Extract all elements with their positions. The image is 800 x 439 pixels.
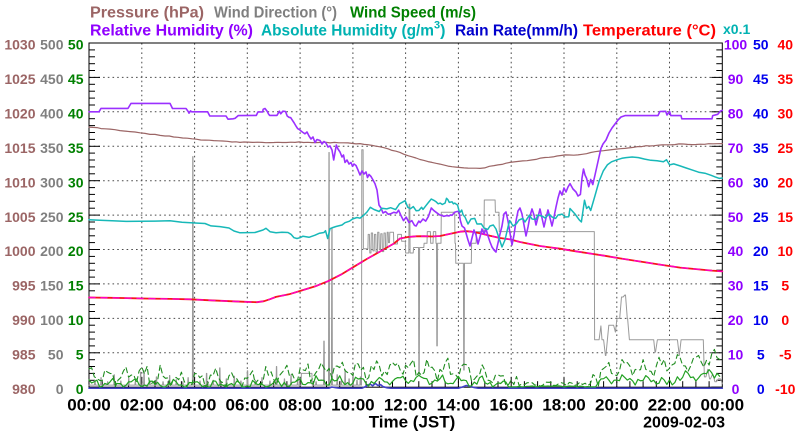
svg-text:1015: 1015 [4,140,35,156]
svg-text:35: 35 [68,140,84,156]
svg-text:30: 30 [728,278,744,294]
svg-text:18:00: 18:00 [542,396,585,415]
svg-text:1010: 1010 [4,174,35,190]
svg-text:2009-02-03: 2009-02-03 [643,415,725,432]
svg-text:45: 45 [753,71,769,87]
svg-text:Rain Rate(mm/h): Rain Rate(mm/h) [455,23,578,40]
svg-text:40: 40 [753,106,769,122]
svg-text:04:00: 04:00 [173,396,216,415]
svg-text:500: 500 [40,37,64,53]
svg-text:300: 300 [40,174,64,190]
svg-text:10: 10 [728,347,744,363]
svg-text:450: 450 [40,71,64,87]
svg-text:35: 35 [778,71,794,87]
svg-text:Pressure (hPa): Pressure (hPa) [90,5,204,22]
svg-text:45: 45 [68,71,84,87]
svg-text:08:00: 08:00 [278,396,321,415]
svg-text:25: 25 [778,140,794,156]
svg-text:60: 60 [728,174,744,190]
svg-text:150: 150 [40,278,64,294]
svg-text:Absolute Humidity (g/m3): Absolute Humidity (g/m3) [261,20,445,40]
svg-text:50: 50 [753,37,769,53]
svg-text:30: 30 [778,106,794,122]
svg-text:10: 10 [68,312,84,328]
svg-text:5: 5 [781,278,789,294]
svg-text:14:00: 14:00 [437,396,480,415]
svg-text:20: 20 [753,243,769,259]
svg-text:-5: -5 [779,347,792,363]
svg-text:1000: 1000 [4,243,35,259]
svg-text:15: 15 [68,278,84,294]
svg-text:200: 200 [40,243,64,259]
svg-text:0: 0 [757,381,765,397]
svg-text:0: 0 [781,312,789,328]
svg-text:x0.1: x0.1 [723,21,750,37]
svg-text:00:00: 00:00 [701,396,744,415]
svg-text:Wind Direction (°): Wind Direction (°) [214,5,337,22]
svg-text:990: 990 [12,312,36,328]
svg-text:350: 350 [40,140,64,156]
svg-text:40: 40 [778,37,794,53]
svg-text:985: 985 [12,347,36,363]
svg-text:80: 80 [728,106,744,122]
svg-text:50: 50 [728,209,744,225]
svg-text:10:00: 10:00 [331,396,374,415]
svg-text:1020: 1020 [4,106,35,122]
svg-text:40: 40 [68,106,84,122]
svg-text:980: 980 [12,381,36,397]
svg-text:1030: 1030 [4,37,35,53]
svg-text:15: 15 [778,209,794,225]
svg-text:995: 995 [12,278,36,294]
svg-text:Time (JST): Time (JST) [369,413,456,432]
svg-text:5: 5 [757,347,765,363]
svg-text:50: 50 [48,347,64,363]
svg-text:15: 15 [753,278,769,294]
svg-text:30: 30 [68,174,84,190]
svg-text:20:00: 20:00 [595,396,638,415]
svg-text:30: 30 [753,174,769,190]
svg-text:Temperature (°C): Temperature (°C) [583,23,716,40]
svg-text:10: 10 [778,243,794,259]
svg-text:1005: 1005 [4,209,35,225]
svg-text:20: 20 [728,312,744,328]
svg-text:0: 0 [76,381,84,397]
svg-text:25: 25 [68,209,84,225]
svg-text:40: 40 [728,243,744,259]
svg-text:0: 0 [732,381,740,397]
svg-text:25: 25 [753,209,769,225]
svg-text:Wind Speed (m/s): Wind Speed (m/s) [350,5,476,22]
svg-text:35: 35 [753,140,769,156]
svg-text:50: 50 [68,37,84,53]
svg-text:100: 100 [724,37,748,53]
svg-text:20: 20 [68,243,84,259]
svg-text:06:00: 06:00 [226,396,269,415]
svg-text:250: 250 [40,209,64,225]
svg-text:5: 5 [76,347,84,363]
svg-text:Relative Humidity (%): Relative Humidity (%) [90,23,253,40]
svg-text:16:00: 16:00 [489,396,532,415]
svg-text:00:00: 00:00 [67,396,110,415]
svg-text:-10: -10 [775,381,795,397]
svg-text:0: 0 [56,381,64,397]
svg-text:1025: 1025 [4,71,35,87]
svg-text:70: 70 [728,140,744,156]
svg-text:10: 10 [753,312,769,328]
svg-text:20: 20 [778,174,794,190]
svg-text:100: 100 [40,312,64,328]
svg-text:400: 400 [40,106,64,122]
svg-text:02:00: 02:00 [120,396,163,415]
svg-text:90: 90 [728,71,744,87]
svg-text:12:00: 12:00 [384,396,427,415]
svg-text:22:00: 22:00 [648,396,691,415]
